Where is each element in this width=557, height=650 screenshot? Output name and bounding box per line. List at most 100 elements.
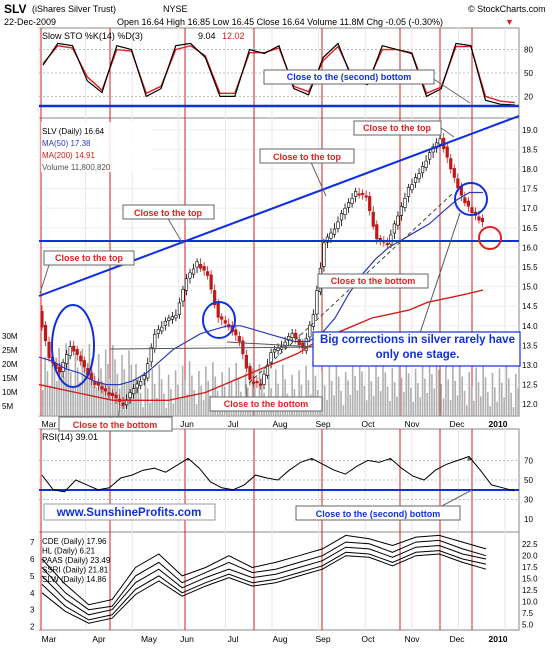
volume-bar: [174, 370, 177, 416]
compare-line: [41, 553, 487, 624]
volume-bar: [42, 390, 44, 416]
candle-body: [79, 355, 83, 362]
compare-left-tick: 7: [30, 538, 35, 547]
price-tick-label: 16.5: [522, 224, 538, 233]
volume-bar: [228, 367, 230, 416]
sto-d-line: [42, 44, 516, 104]
compare-line: [41, 534, 487, 606]
month-label: Nov: [404, 634, 420, 644]
candle-body: [68, 346, 72, 357]
sto-label: Slow STO %K(14) %D(3): [42, 31, 143, 41]
sto-d-value: 12.02: [222, 31, 245, 41]
compare-right-tick: 10.0: [522, 598, 538, 607]
volume-bar: [58, 347, 60, 416]
volume-bar: [424, 378, 426, 416]
date-label: 22-Dec-2009: [4, 17, 56, 27]
volume-tick-label: 5M: [2, 402, 13, 411]
volume-bar: [473, 400, 475, 416]
volume-bar: [69, 372, 72, 416]
candle-body: [311, 314, 315, 327]
volume-bar: [167, 374, 170, 416]
rsi-tick-label: 30: [524, 496, 533, 505]
volume-bar: [410, 387, 412, 416]
volume-bar: [200, 385, 203, 416]
candle-body: [75, 349, 79, 355]
callouts: Close to the (second) bottom Close to th…: [39, 69, 521, 521]
candle-body: [322, 242, 326, 267]
candle-body: [65, 354, 69, 365]
price-tick-label: 15.0: [522, 283, 538, 292]
volume-bar: [335, 362, 338, 416]
candle-body: [385, 243, 389, 246]
volume-bar: [298, 370, 300, 416]
volume-bar: [377, 376, 380, 416]
callout-bottom-apr: Close to the bottom: [73, 420, 158, 430]
candle-body: [339, 213, 344, 221]
candle-body: [234, 329, 238, 336]
volume-bar: [342, 405, 345, 416]
candle-body: [368, 196, 372, 212]
volume-bar: [135, 363, 137, 416]
candle-body: [135, 383, 139, 389]
volume-tick-label: 15M: [2, 374, 18, 383]
volume-bar: [382, 357, 384, 416]
candle-body: [244, 354, 248, 369]
legend-ma50: MA(50) 17.38: [42, 139, 91, 148]
candle-body: [445, 146, 449, 158]
volume-bar: [86, 377, 88, 416]
candle-body: [93, 381, 97, 385]
rsi-tick-label: 50: [524, 476, 533, 485]
volume-bar: [326, 399, 328, 416]
volume-bar: [468, 372, 470, 416]
volume-bar: [496, 401, 498, 416]
callout-sto-bottom: Close to the (second) bottom: [287, 72, 412, 82]
volume-bar: [186, 394, 189, 416]
compare-legend-item: HL (Daily) 6.21: [42, 547, 96, 556]
month-label: Aug: [272, 419, 287, 429]
volume-bar: [412, 402, 415, 416]
volume-bar: [365, 400, 368, 416]
volume-bar: [396, 396, 398, 416]
volume-tick-label: 10M: [2, 388, 18, 397]
compare-right-tick: 20.0: [522, 552, 538, 561]
volume-bar: [321, 371, 324, 416]
volume-bar: [452, 366, 454, 416]
volume-bar: [466, 405, 468, 416]
volume-bar: [417, 383, 419, 416]
compare-left-tick: 3: [30, 606, 35, 615]
volume-bar: [312, 361, 314, 416]
volume-bar: [407, 373, 410, 416]
volume-bar: [328, 366, 331, 416]
volume-bar: [414, 368, 417, 416]
month-label: Jul: [228, 419, 239, 429]
exchange-label: NYSE: [163, 4, 188, 14]
dashed-uptrend: [248, 193, 453, 384]
volume-tick-label: 20M: [2, 360, 18, 369]
volume-bar: [459, 362, 461, 416]
callout-top-jun: Close to the top: [134, 208, 202, 218]
sto-tick-label: 20: [524, 92, 533, 101]
volume-bar: [354, 375, 356, 416]
volume-bar: [440, 384, 443, 416]
candle-body: [128, 392, 132, 399]
volume-bar: [433, 388, 436, 416]
volume-bar: [109, 378, 112, 416]
compare-line: [41, 550, 487, 621]
candle-body: [163, 320, 167, 326]
price-tick-label: 18.5: [522, 145, 538, 154]
volume-bar: [323, 385, 326, 416]
candle-body: [174, 315, 178, 319]
volume-bar: [508, 378, 510, 416]
volume-bar: [130, 364, 133, 416]
price-tick-label: 14.0: [522, 322, 538, 331]
sto-k-line: [42, 42, 516, 106]
volume-bar: [90, 358, 93, 416]
candle-body: [297, 339, 301, 346]
volume-bar: [46, 371, 49, 416]
volume-bar: [370, 381, 373, 416]
volume-bar: [428, 359, 431, 416]
candle-body: [403, 198, 407, 208]
volume-bar: [165, 408, 168, 416]
